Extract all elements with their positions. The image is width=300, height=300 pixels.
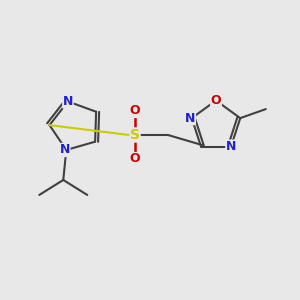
Text: O: O [211,94,221,107]
Text: N: N [60,143,70,157]
Text: O: O [130,104,140,118]
Text: O: O [130,152,140,166]
Text: S: S [130,128,140,142]
Text: N: N [185,112,195,124]
Text: N: N [226,140,236,153]
Text: N: N [63,95,73,108]
